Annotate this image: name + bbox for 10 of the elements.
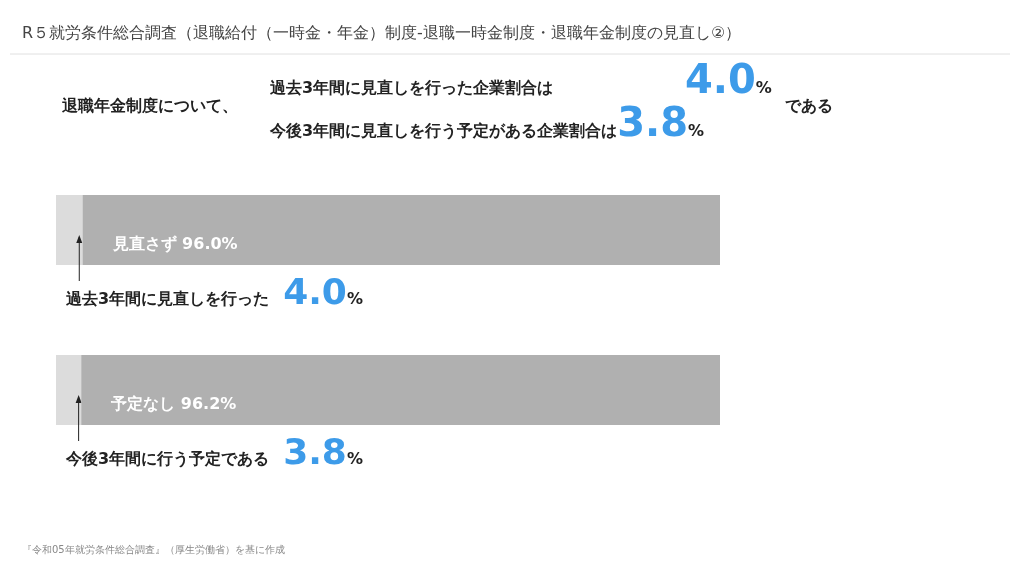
text: 過去3年間に見直しを行った企業割合は 4.0% [270,56,772,102]
data-label: 見直さず 96.0% [111,234,238,253]
data-label: 今後3年間に行う予定である 3.8% [65,431,363,472]
text: 『令和05年就労条件総合調査』（厚生労働省）を基に作成 [22,544,285,555]
chart-title: R５就労条件総合調査（退職給付（一時金・年金）制度-退職一時金制度・退職年金制度の見直し②） [22,23,742,42]
chart-subtitle: 退職年金制度について、 [61,96,238,115]
data-label: 予定なし 96.2% [110,394,237,413]
text: である [785,96,833,115]
text: 今後3年間に見直しを行う予定がある企業割合は3.8% [269,99,705,145]
data-label: 過去3年間に見直しを行った 4.0% [65,271,363,312]
